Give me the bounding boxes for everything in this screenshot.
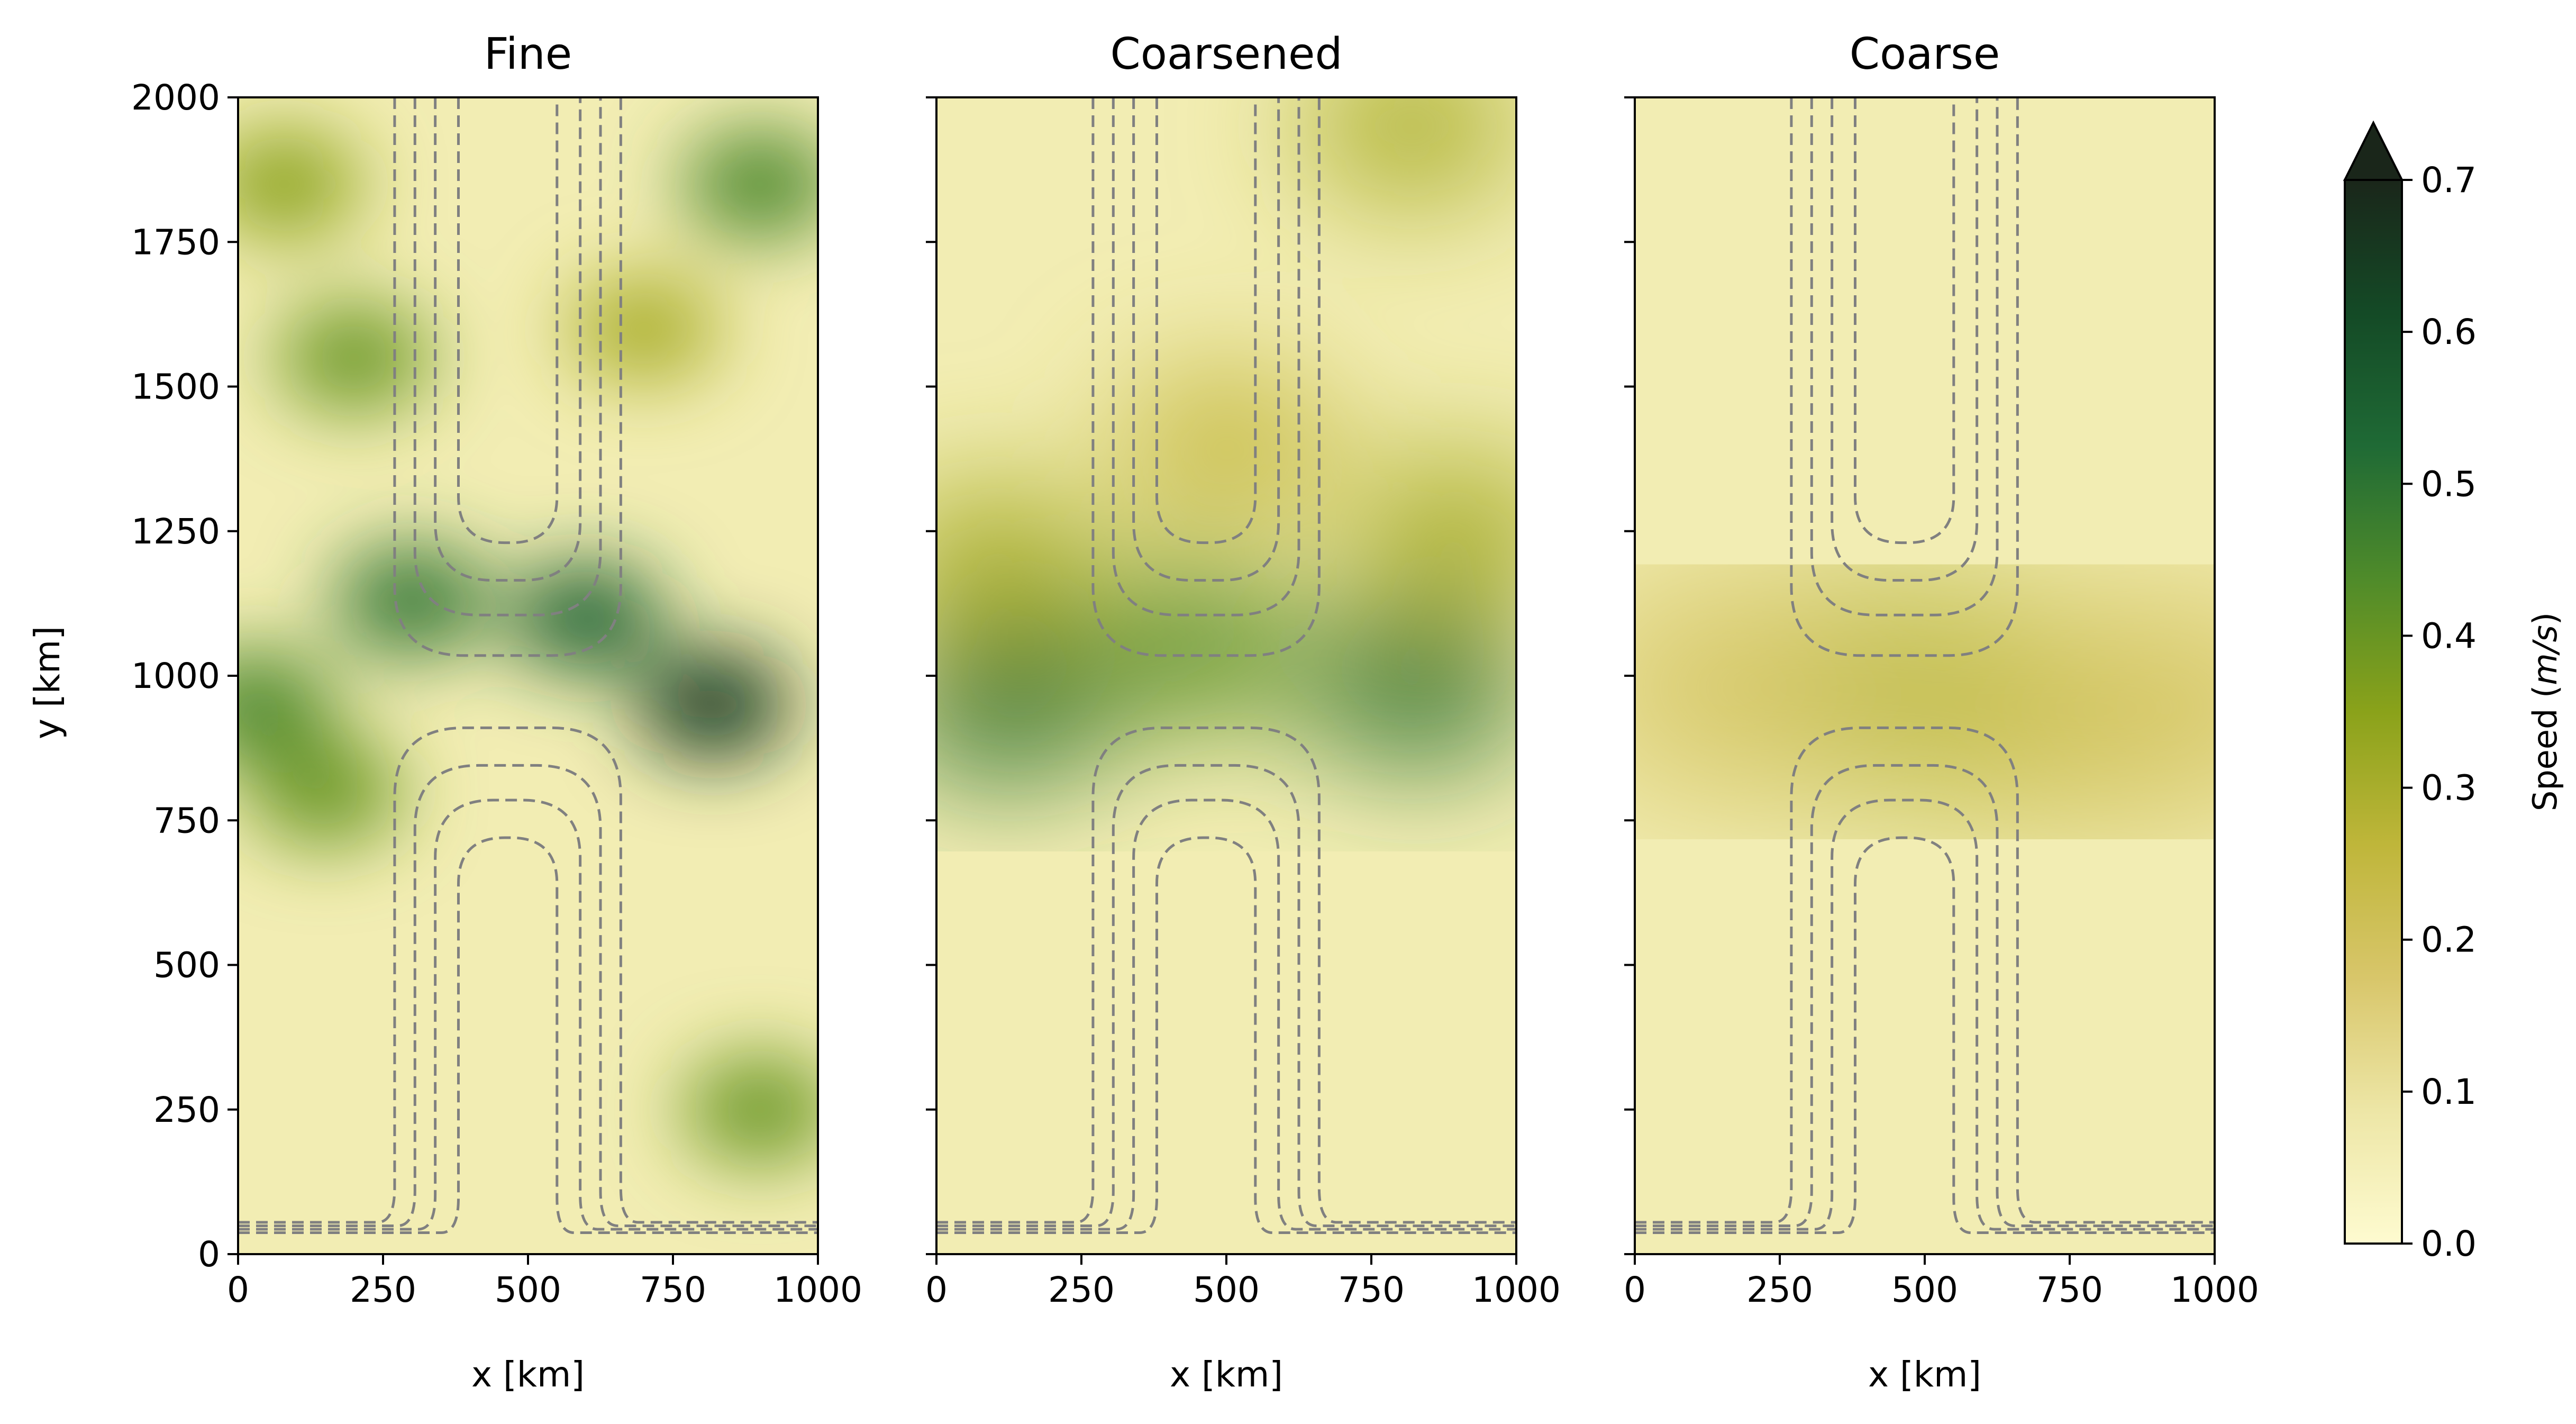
colorbar-tick-label: 0.3 xyxy=(2421,768,2477,809)
x-tick-label: 750 xyxy=(2036,1269,2103,1310)
contour-line xyxy=(238,799,818,1231)
panel-title: Coarsened xyxy=(1110,29,1342,79)
colorbar-tick-label: 0.7 xyxy=(2421,160,2477,201)
contour-line xyxy=(413,97,602,616)
speed-blob xyxy=(509,566,663,670)
y-tick-label: 2000 xyxy=(131,77,220,118)
y-tick-label: 250 xyxy=(153,1090,220,1130)
contour-line xyxy=(1635,836,2215,1235)
x-tick-label: 750 xyxy=(1338,1269,1405,1310)
y-ticks xyxy=(926,96,936,1255)
y-tick-label: 0 xyxy=(198,1234,220,1275)
contour-line xyxy=(1810,97,1999,616)
contour-line xyxy=(1091,97,1321,657)
y-tick-label: 500 xyxy=(153,945,220,986)
speed-blob xyxy=(1118,370,1335,519)
contour-line xyxy=(1132,97,1280,582)
x-tick-label: 250 xyxy=(1048,1269,1115,1310)
y-tick-label: 750 xyxy=(153,800,220,841)
x-axis-label: x [km] xyxy=(471,1354,585,1395)
colorbar-ticks: 0.0 0.1 0.2 0.3 0.4 0.5 0.6 0.7 xyxy=(2402,160,2477,1264)
speed-field xyxy=(1635,97,2215,1254)
contour-line xyxy=(1112,97,1300,616)
contour-line xyxy=(1790,97,2019,657)
x-tick-label: 500 xyxy=(1891,1269,1958,1310)
x-tick-label: 500 xyxy=(495,1269,561,1310)
y-axis-label: y [km] xyxy=(27,626,68,739)
contour-line xyxy=(1853,97,1955,545)
colorbar-label: Speed (m/s) xyxy=(2526,612,2564,811)
contour-lines xyxy=(1635,97,2215,1235)
y-tick-label: 1500 xyxy=(131,367,220,407)
panel-fine: Fine 0 250 500 750 1000 0 250 500 750 1000 1250 15… xyxy=(27,29,862,1395)
y-tick-label: 1750 xyxy=(131,222,220,262)
x-tick-label: 1000 xyxy=(1472,1269,1561,1310)
speed-blob xyxy=(567,276,721,381)
colorbar-tick-label: 0.1 xyxy=(2421,1072,2477,1112)
speed-blob xyxy=(1303,97,1516,201)
panel-title: Fine xyxy=(484,29,572,79)
contour-line xyxy=(936,799,1516,1231)
x-ticks: 0 250 500 750 1000 xyxy=(227,1254,862,1310)
x-tick-label: 250 xyxy=(350,1269,416,1310)
colorbar-tick-label: 0.5 xyxy=(2421,464,2477,504)
contour-line xyxy=(936,726,1516,1224)
x-tick-label: 0 xyxy=(1624,1269,1646,1310)
speed-blob xyxy=(1309,613,1516,761)
x-tick-label: 500 xyxy=(1193,1269,1260,1310)
speed-field xyxy=(238,97,818,1254)
x-axis-label: x [km] xyxy=(1170,1354,1283,1395)
x-tick-label: 1000 xyxy=(773,1269,862,1310)
y-ticks: 0 250 500 750 1000 1250 1500 1750 2000 xyxy=(131,77,238,1275)
x-tick-label: 1000 xyxy=(2170,1269,2259,1310)
contour-line xyxy=(1831,97,1979,582)
contour-lines xyxy=(238,97,818,1235)
x-ticks: 0 250 500 750 1000 xyxy=(1624,1254,2259,1310)
contour-line xyxy=(393,97,622,657)
speed-blob xyxy=(2038,604,2215,805)
speed-blob xyxy=(238,652,332,757)
colorbar-body xyxy=(2344,179,2403,1245)
contour-line xyxy=(936,836,1516,1235)
x-ticks: 0 250 500 750 1000 xyxy=(925,1254,1561,1310)
x-tick-label: 0 xyxy=(925,1269,948,1310)
speed-blob xyxy=(936,630,1115,779)
speed-blob xyxy=(683,1057,818,1162)
speed-blob xyxy=(1350,457,1516,605)
colorbar-tick-label: 0.4 xyxy=(2421,615,2477,656)
contour-line xyxy=(238,836,818,1235)
speed-field xyxy=(936,97,1516,1254)
contour-line xyxy=(1155,97,1257,545)
colorbar-tick-label: 0.0 xyxy=(2421,1223,2477,1264)
speed-blob xyxy=(1635,587,1869,787)
x-tick-label: 750 xyxy=(640,1269,706,1310)
y-ticks xyxy=(1624,96,1635,1255)
speed-blob xyxy=(936,486,1103,634)
colorbar: 0.0 0.1 0.2 0.3 0.4 0.5 0.6 0.7 Speed (m/s) xyxy=(2343,120,2564,1264)
speed-blob xyxy=(238,132,361,237)
contour-line xyxy=(238,726,818,1224)
y-tick-label: 1000 xyxy=(131,656,220,696)
x-axis-label: x [km] xyxy=(1868,1354,1981,1395)
contour-line xyxy=(1635,726,2215,1224)
y-tick-label: 1250 xyxy=(131,511,220,552)
speed-blob xyxy=(248,739,402,844)
speed-blob xyxy=(335,548,489,653)
speed-blob xyxy=(683,132,818,237)
speed-blob xyxy=(637,652,790,757)
contour-lines xyxy=(936,97,1516,1235)
colorbar-tick-label: 0.2 xyxy=(2421,920,2477,960)
contour-line xyxy=(457,97,559,545)
colorbar-extend-arrow xyxy=(2343,120,2404,181)
panel-coarsened: Coarsened 0 250 500 750 1000 x [km] xyxy=(925,29,1561,1395)
x-tick-label: 250 xyxy=(1746,1269,1813,1310)
contour-line xyxy=(1635,799,2215,1231)
x-tick-label: 0 xyxy=(227,1269,249,1310)
panel-title: Coarse xyxy=(1850,29,2000,79)
panel-coarse: Coarse 0 250 500 750 1000 x [km] xyxy=(1624,29,2259,1395)
contour-line xyxy=(434,97,582,582)
colorbar-tick-label: 0.6 xyxy=(2421,312,2477,352)
speed-blob xyxy=(277,305,431,410)
